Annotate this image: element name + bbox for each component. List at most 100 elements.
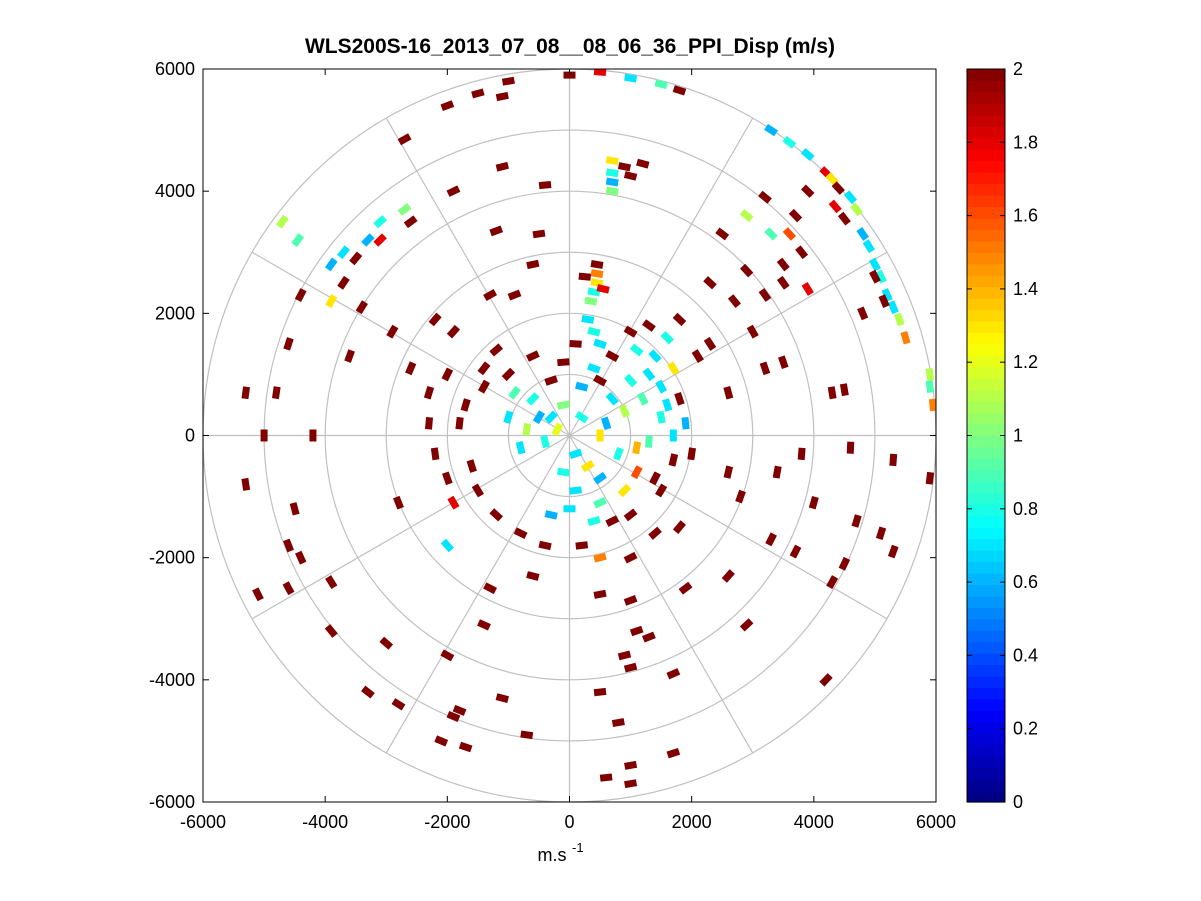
colorbar-tick-label: 1 [1013, 426, 1023, 446]
data-cell [557, 358, 570, 367]
colorbar-segment [967, 653, 1005, 666]
data-cell [758, 190, 772, 204]
data-cell [526, 392, 540, 406]
data-cell [837, 211, 851, 226]
data-cell [477, 361, 491, 376]
data-cell [252, 587, 264, 602]
data-cell [391, 698, 406, 711]
data-cell [593, 589, 607, 599]
colorbar-segment [967, 618, 1005, 631]
data-cell [723, 465, 734, 479]
y-tick-label: -4000 [149, 670, 195, 690]
data-cell [703, 276, 717, 290]
data-cell [656, 410, 666, 424]
data-cell [648, 349, 662, 363]
data-cell [336, 245, 350, 260]
spoke-9 [385, 435, 571, 754]
data-cell [672, 312, 687, 327]
data-cell [489, 508, 503, 522]
colorbar-segment [967, 550, 1005, 563]
data-cell [477, 379, 490, 394]
colorbar-segment [967, 149, 1005, 162]
colorbar-segment [967, 515, 1005, 528]
spoke-11 [568, 435, 754, 754]
data-cell [641, 319, 656, 332]
data-cell [593, 471, 607, 485]
data-cell [623, 325, 638, 338]
data-cell [466, 459, 477, 473]
colorbar-segment [967, 114, 1005, 127]
x-axis-label: m.s -1 [538, 840, 584, 865]
colorbar-tick-label: 1.2 [1013, 352, 1038, 372]
data-cell [276, 214, 289, 229]
data-cell [623, 171, 638, 181]
data-cell [765, 532, 777, 547]
data-cell [624, 73, 638, 83]
data-cell [563, 71, 576, 79]
data-cell [460, 398, 471, 412]
data-cell [687, 447, 697, 461]
colorbar-segment [967, 458, 1005, 471]
data-cell [623, 373, 638, 388]
colorbar-segment [967, 240, 1005, 253]
data-cell [636, 391, 649, 406]
colorbar-segment [967, 698, 1005, 711]
colorbar-tick-label: 1.8 [1013, 132, 1038, 152]
colorbar-segment [967, 721, 1005, 734]
colorbar-segment [967, 687, 1005, 700]
data-cell [423, 385, 435, 400]
colorbar-tick-label: 2 [1013, 59, 1023, 79]
colorbar-segment [967, 343, 1005, 356]
data-cell [691, 349, 704, 364]
data-cell [850, 202, 864, 217]
data-cell [672, 85, 687, 96]
data-cell [611, 718, 625, 728]
data-cell [612, 446, 624, 461]
colorbar-segment [967, 607, 1005, 620]
data-cell [875, 269, 887, 284]
colorbar-segment [967, 401, 1005, 414]
x-tick-label: -2000 [424, 812, 470, 832]
data-cell [556, 467, 570, 477]
data-cell [623, 662, 638, 673]
data-cell [819, 673, 833, 687]
data-cell [442, 471, 453, 486]
colorbar-tick-label: 0.6 [1013, 572, 1038, 592]
x-tick-label: 0 [564, 812, 574, 832]
data-cell [623, 508, 638, 522]
data-cell [568, 448, 583, 460]
colorbar-segment [967, 664, 1005, 677]
spoke-12 [569, 434, 888, 620]
colorbar-segment [967, 366, 1005, 379]
data-cell [282, 581, 295, 596]
data-cell [489, 343, 504, 357]
data-cell [397, 203, 412, 216]
data-cell [325, 575, 338, 590]
colorbar-segment [967, 378, 1005, 391]
colorbar-segment [967, 630, 1005, 643]
data-cell [593, 374, 607, 387]
colorbar-segment [967, 160, 1005, 173]
data-cell [666, 668, 681, 680]
data-cell [379, 636, 394, 650]
y-tick-label: -6000 [149, 792, 195, 812]
colorbar-segment [967, 103, 1005, 116]
data-cell [630, 465, 643, 480]
data-cell [925, 367, 935, 381]
spoke-2 [569, 251, 888, 437]
data-cell [526, 259, 540, 270]
data-cell [575, 541, 589, 550]
colorbar-tick-label: 0.4 [1013, 645, 1038, 665]
data-cell [605, 168, 619, 178]
colorbar-segment [967, 172, 1005, 185]
data-cell [495, 161, 509, 172]
data-cell [515, 441, 526, 455]
colorbar-segment [967, 332, 1005, 345]
data-cell [405, 361, 417, 376]
data-cell [827, 386, 837, 400]
data-cell [672, 520, 686, 534]
data-cell [715, 227, 730, 241]
colorbar-segment [967, 481, 1005, 494]
data-cell [403, 215, 418, 229]
data-cell [889, 453, 898, 467]
